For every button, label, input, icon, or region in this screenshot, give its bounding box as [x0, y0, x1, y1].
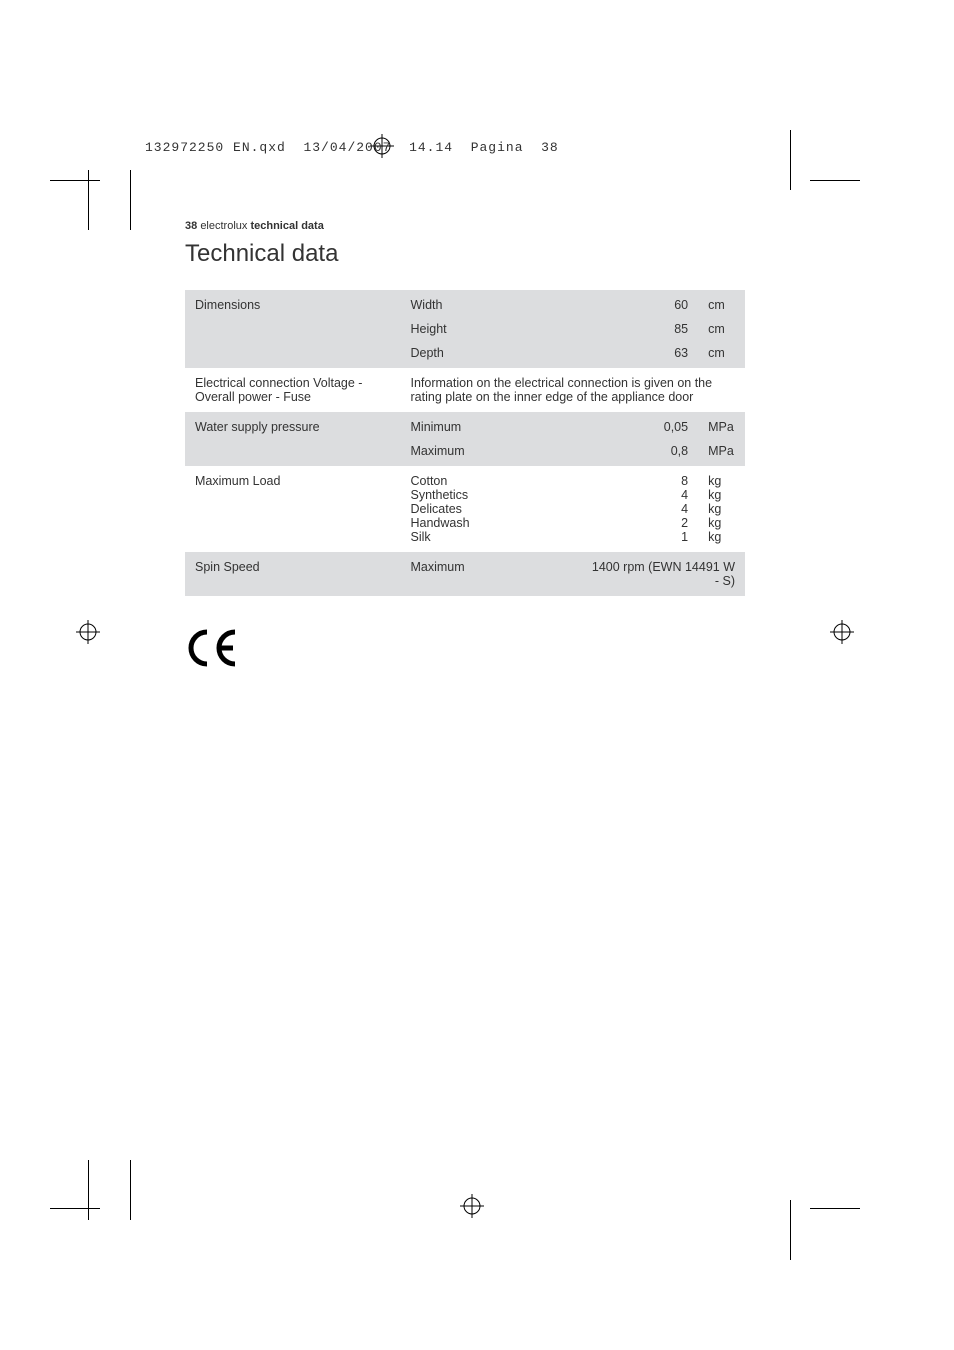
ce-mark-icon [185, 626, 745, 681]
water-max-value: 0,8 [575, 434, 698, 466]
technical-data-table: Dimensions Width 60 cm Height 85 cm Dept… [185, 290, 745, 596]
load-unit-4: kg [698, 530, 745, 552]
load-key-1: Synthetics [401, 488, 575, 502]
load-key-0: Cotton [401, 466, 575, 488]
meta-filename: 132972250 EN.qxd [145, 140, 286, 155]
height-unit: cm [698, 312, 745, 336]
load-val-0: 8 [575, 466, 698, 488]
page-content: 38 electrolux technical data Technical d… [185, 220, 745, 681]
width-value: 60 [575, 290, 698, 312]
height-key: Height [401, 312, 575, 336]
qxd-header: 132972250 EN.qxd 13/04/2007 14.14 Pagina… [145, 140, 559, 155]
spin-key: Maximum [401, 552, 575, 596]
water-min-value: 0,05 [575, 412, 698, 434]
load-unit-0: kg [698, 466, 745, 488]
water-max-unit: MPa [698, 434, 745, 466]
meta-date: 13/04/2007 [303, 140, 391, 155]
load-val-4: 1 [575, 530, 698, 552]
section-name: technical data [250, 220, 323, 232]
meta-page-no: 38 [541, 140, 559, 155]
width-unit: cm [698, 290, 745, 312]
water-min-unit: MPa [698, 412, 745, 434]
load-unit-1: kg [698, 488, 745, 502]
load-key-3: Handwash [401, 516, 575, 530]
water-max-key: Maximum [401, 434, 575, 466]
width-key: Width [401, 290, 575, 312]
load-label: Maximum Load [185, 466, 401, 552]
depth-key: Depth [401, 336, 575, 368]
load-key-4: Silk [401, 530, 575, 552]
electrical-text: Information on the electrical connection… [401, 368, 746, 412]
electrical-label: Electrical connection Voltage - Overall … [185, 368, 401, 412]
page-number: 38 [185, 220, 197, 232]
brand-name: electrolux [200, 220, 247, 232]
spin-label: Spin Speed [185, 552, 401, 596]
depth-unit: cm [698, 336, 745, 368]
load-val-1: 4 [575, 488, 698, 502]
load-val-3: 2 [575, 516, 698, 530]
height-value: 85 [575, 312, 698, 336]
running-header: 38 electrolux technical data [185, 220, 745, 232]
page-title: Technical data [185, 240, 745, 268]
water-label: Water supply pressure [185, 412, 401, 466]
load-val-2: 4 [575, 502, 698, 516]
load-key-2: Delicates [401, 502, 575, 516]
meta-page-token: Pagina [471, 140, 524, 155]
dimensions-label: Dimensions [185, 290, 401, 368]
water-min-key: Minimum [401, 412, 575, 434]
spin-value: 1400 rpm (EWN 14491 W - S) [575, 552, 745, 596]
meta-time: 14.14 [409, 140, 453, 155]
load-unit-2: kg [698, 502, 745, 516]
load-unit-3: kg [698, 516, 745, 530]
depth-value: 63 [575, 336, 698, 368]
